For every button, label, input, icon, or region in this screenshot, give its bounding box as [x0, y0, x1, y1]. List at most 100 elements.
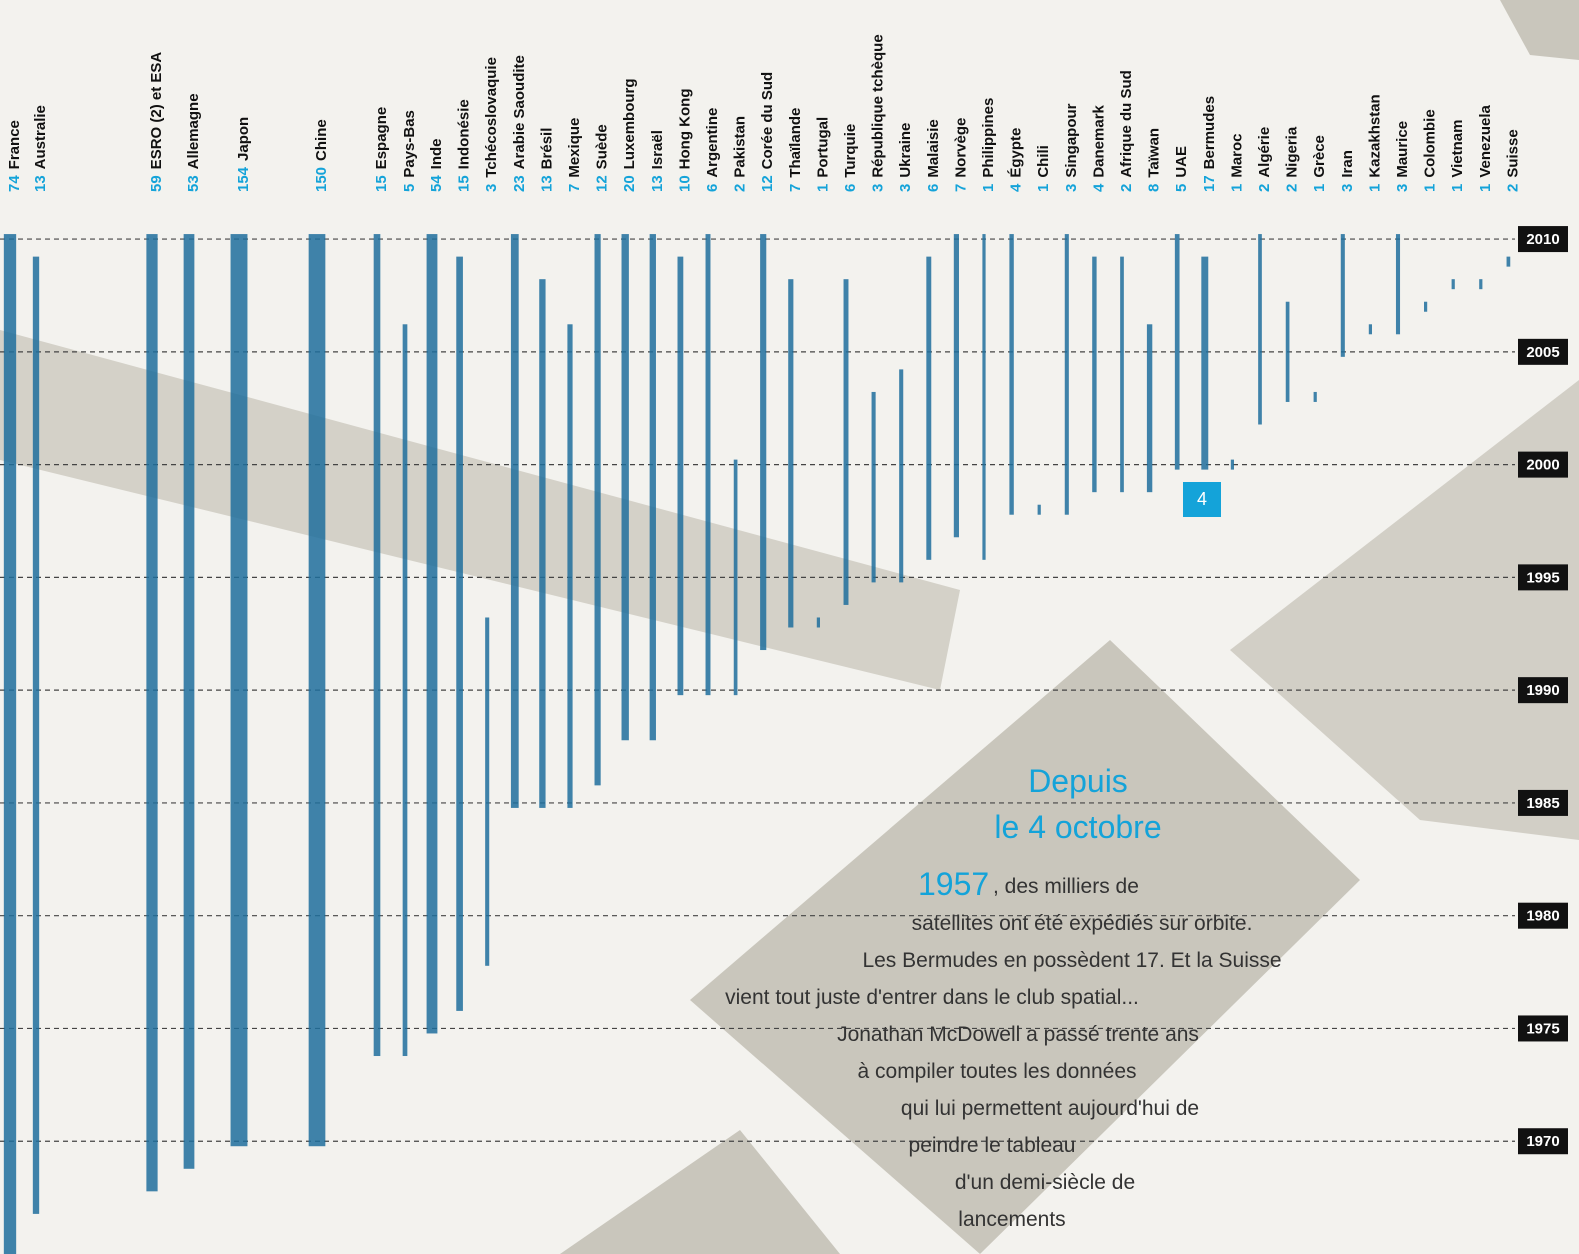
launch-span [1038, 505, 1041, 515]
column-label: 15 Espagne [373, 107, 390, 192]
country: Égypte [1008, 128, 1025, 178]
count: 7 [952, 184, 969, 192]
count: 15 [456, 175, 473, 192]
country: Vietnam [1449, 120, 1466, 178]
count: 2 [732, 184, 749, 192]
count: 1 [1477, 184, 1494, 192]
country: Mexique [566, 118, 583, 178]
count: 3 [897, 184, 914, 192]
country: Allemagne [185, 93, 202, 169]
launch-span [1009, 234, 1013, 515]
column-label: 15Indonésie [456, 99, 473, 192]
launch-span [456, 257, 463, 1011]
country: Australie [32, 105, 49, 169]
country: République tchèque [870, 34, 887, 177]
count: 1 [1311, 184, 1328, 192]
launch-span [1424, 302, 1427, 312]
launch-span [1147, 324, 1152, 492]
country: Venezuela [1477, 104, 1494, 177]
country: Arabie Saoudite [511, 55, 528, 169]
country: Japon [235, 117, 252, 161]
count: 3 [483, 184, 500, 192]
country: France [6, 120, 23, 169]
launch-span [1258, 234, 1262, 424]
country: Chili [1035, 145, 1052, 178]
badge: 4 [1197, 489, 1207, 509]
column-label: 154Japon [235, 117, 252, 192]
count: 7 [787, 184, 804, 192]
column-label: 74 France [6, 120, 23, 192]
count: 2 [1118, 184, 1135, 192]
launch-span [539, 279, 545, 808]
text-line: , des milliers de [993, 875, 1139, 898]
column-label: 1Chili [1035, 145, 1052, 192]
count: 74 [6, 175, 23, 192]
launch-span [427, 234, 438, 1033]
launch-span [899, 369, 903, 582]
count: 6 [704, 184, 721, 192]
text-line: lancements [958, 1208, 1065, 1231]
count: 3 [1339, 184, 1356, 192]
country: Chine [313, 119, 330, 161]
count: 15 [373, 175, 390, 192]
count: 59 [148, 175, 165, 192]
launch-span [650, 234, 656, 740]
launch-span [982, 234, 985, 560]
country: Espagne [373, 107, 390, 170]
launch-span [231, 234, 248, 1146]
country: Portugal [814, 117, 831, 178]
y-tick-label: 1970 [1526, 1133, 1559, 1150]
count: 5 [1173, 184, 1190, 192]
count: 2 [1256, 184, 1273, 192]
text-line: à compiler toutes les données [858, 1060, 1137, 1083]
launch-span [817, 617, 820, 627]
text-line: peindre le tableau [909, 1134, 1076, 1157]
column-label: 17Bermudes [1201, 96, 1218, 192]
count: 1 [1228, 184, 1245, 192]
count: 12 [759, 175, 776, 192]
y-tick-label: 1980 [1526, 908, 1559, 925]
count: 4 [1008, 183, 1025, 192]
launch-span [872, 392, 876, 582]
count: 12 [594, 175, 611, 192]
launch-span [4, 234, 16, 1254]
count: 1 [980, 184, 997, 192]
launch-span [184, 234, 195, 1169]
launch-span [1065, 234, 1069, 515]
launch-span [567, 324, 572, 808]
country: Taïwan [1146, 128, 1163, 178]
count: 53 [185, 175, 202, 192]
count: 150 [313, 167, 330, 192]
launch-span [1314, 392, 1317, 402]
text-line: d'un demi-siècle de [955, 1171, 1135, 1194]
heading: le 4 octobre [994, 809, 1161, 845]
country: Israël [649, 130, 666, 169]
count: 1 [1366, 184, 1383, 192]
launch-span [706, 234, 711, 695]
column-label: 53 Allemagne [185, 93, 202, 192]
y-tick-label: 2005 [1526, 344, 1559, 361]
count: 23 [511, 175, 528, 192]
count: 3 [1063, 184, 1080, 192]
column-label: 3République tchèque [870, 34, 887, 192]
count: 5 [401, 184, 418, 192]
launch-span [1507, 257, 1511, 267]
column-label: 1Kazakhstan [1366, 94, 1383, 192]
country: Pakistan [732, 116, 749, 178]
count: 1 [814, 184, 831, 192]
column-label: 150 Chine [313, 119, 330, 192]
count: 1 [1422, 184, 1439, 192]
launch-span [1092, 257, 1096, 493]
count: 13 [649, 175, 666, 192]
launch-span [1120, 257, 1124, 493]
column-label: 3Tchécoslovaquie [483, 57, 500, 192]
launch-span [1201, 257, 1208, 470]
column-label: 13 Israël [649, 130, 666, 192]
country: Maroc [1228, 133, 1245, 177]
launch-span [1175, 234, 1180, 470]
count: 20 [621, 175, 638, 192]
country: Nigeria [1284, 126, 1301, 178]
country: Afrique du Sud [1118, 70, 1135, 178]
launch-span [309, 234, 326, 1146]
country: Iran [1339, 150, 1356, 178]
